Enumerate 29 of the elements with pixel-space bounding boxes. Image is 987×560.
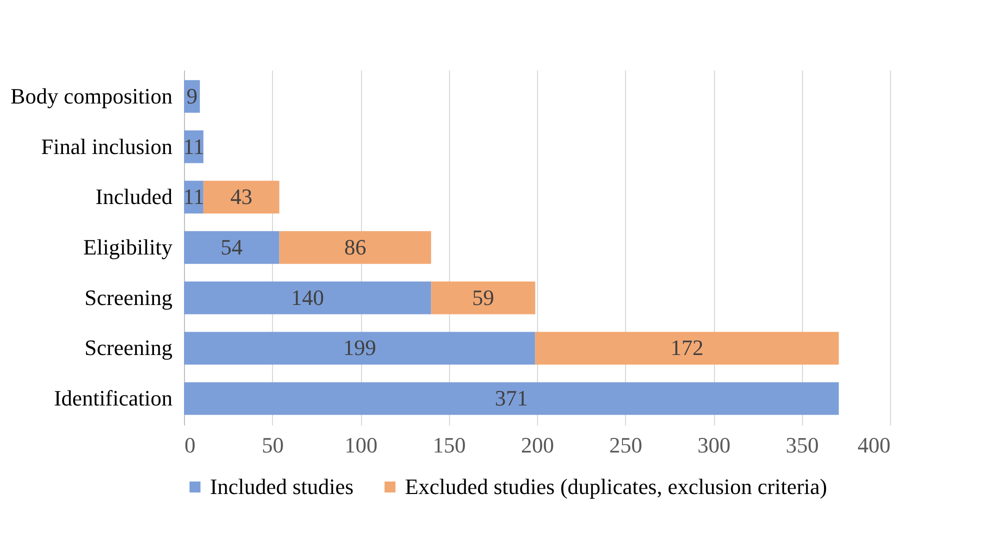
- data-label: 172: [670, 335, 704, 360]
- data-label: 9: [186, 83, 198, 108]
- data-label: 11: [183, 184, 204, 210]
- data-label: 11: [183, 134, 204, 159]
- data-label: 54: [220, 234, 243, 260]
- legend-label: Included studies: [210, 474, 354, 499]
- data-label: 43: [230, 184, 252, 210]
- y-tick-label: Eligibility: [83, 234, 172, 260]
- y-tick-label: Identification: [54, 386, 172, 411]
- x-tick-label: 300: [698, 432, 730, 458]
- x-tick-label: 150: [432, 432, 466, 458]
- y-tick-label: Included: [96, 184, 172, 210]
- x-tick-label: 100: [344, 432, 378, 458]
- x-tick-label: 50: [262, 432, 284, 458]
- x-tick-label: 200: [521, 432, 554, 458]
- x-tick-label: 400: [858, 432, 890, 458]
- y-tick-label: Screening: [84, 284, 172, 310]
- data-label: 59: [472, 284, 494, 310]
- y-tick-label: Final inclusion: [41, 134, 172, 159]
- x-tick-label: 350: [786, 432, 819, 458]
- x-tick-label: 250: [609, 432, 642, 458]
- data-label: 140: [291, 284, 324, 310]
- y-tick-label: Body composition: [10, 83, 172, 108]
- data-label: 199: [343, 335, 376, 360]
- data-label: 86: [344, 234, 366, 260]
- x-tick-label: 0: [184, 432, 196, 458]
- legend-label: Excluded studies (duplicates, exclusion criteria): [405, 474, 828, 499]
- data-label: 371: [494, 386, 528, 411]
- y-tick-label: Screening: [84, 335, 172, 360]
